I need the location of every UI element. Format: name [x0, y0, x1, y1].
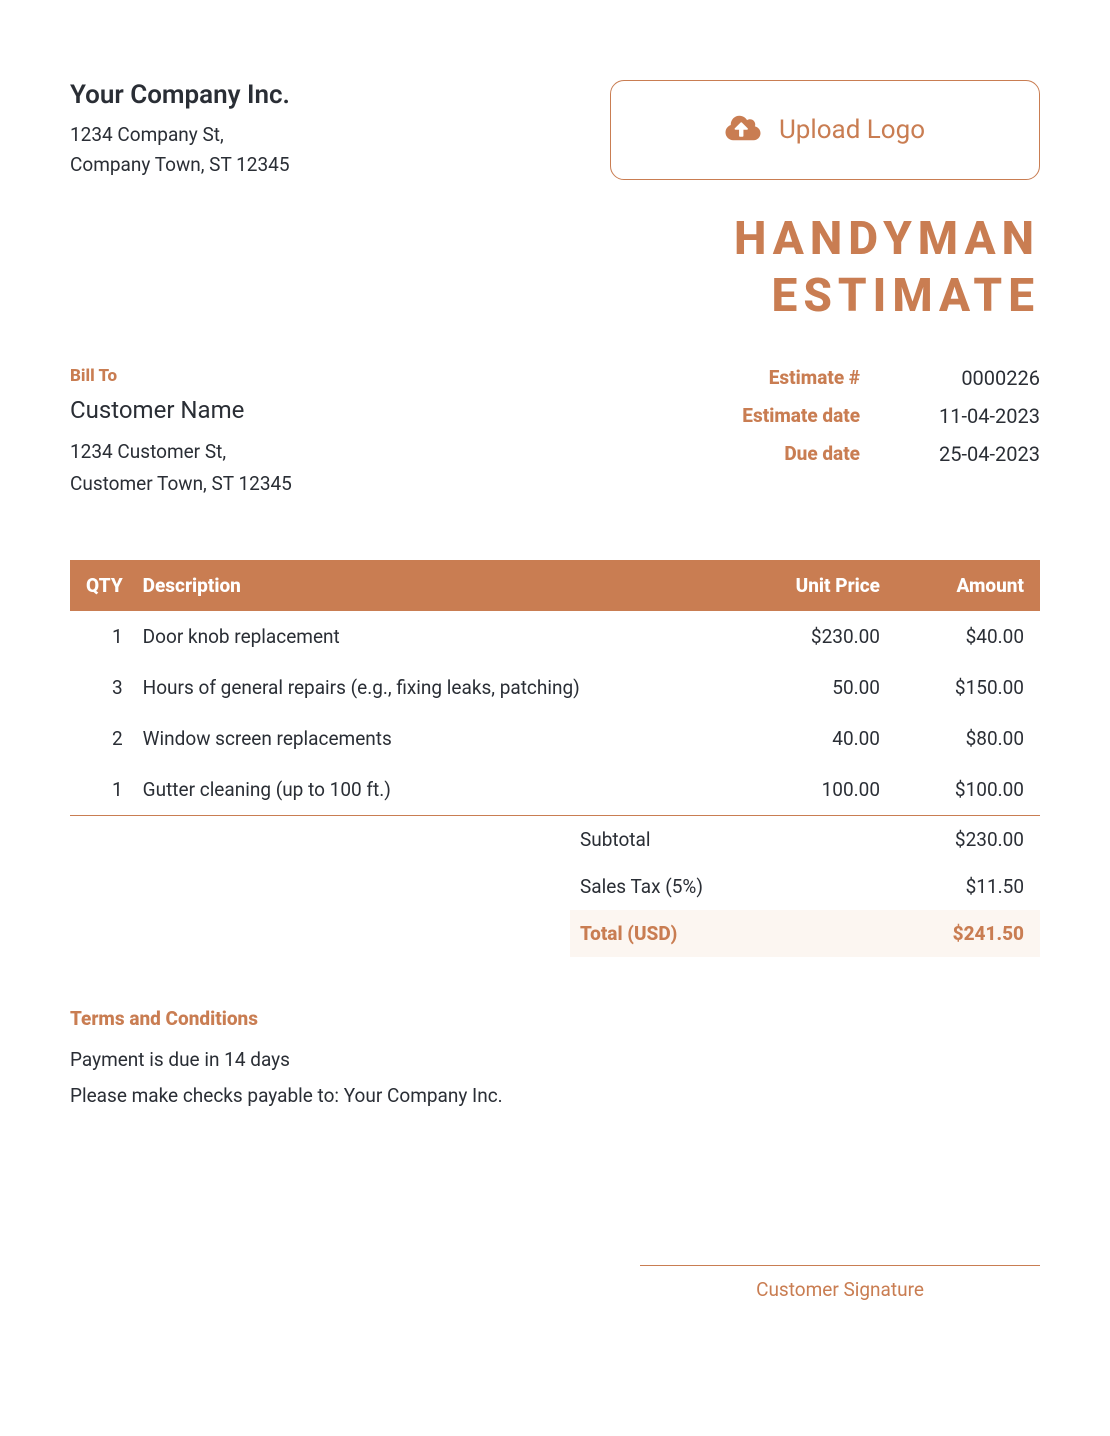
terms-block: Terms and Conditions Payment is due in 1…: [70, 1007, 1040, 1114]
signature-block: Customer Signature: [640, 1265, 1040, 1301]
terms-line-2: Please make checks payable to: Your Comp…: [70, 1078, 1040, 1114]
terms-line-1: Payment is due in 14 days: [70, 1042, 1040, 1078]
tax-value: $11.50: [966, 875, 1024, 898]
estimate-number-label: Estimate #: [742, 366, 860, 389]
subtotal-value: $230.00: [955, 828, 1024, 851]
cell-unit-price: $230.00: [720, 611, 890, 662]
header-description: Description: [133, 560, 720, 611]
total-value: $241.50: [953, 922, 1024, 945]
upload-logo-label: Upload Logo: [779, 115, 925, 145]
cell-description: Window screen replacements: [133, 713, 720, 764]
document-title: HANDYMAN ESTIMATE: [70, 211, 1040, 326]
cell-description: Gutter cleaning (up to 100 ft.): [133, 764, 720, 816]
info-row: Bill To Customer Name 1234 Customer St, …: [70, 366, 1040, 501]
company-name: Your Company Inc.: [70, 80, 610, 110]
due-date-label: Due date: [742, 442, 860, 465]
bill-to-label: Bill To: [70, 366, 742, 386]
cell-amount: $40.00: [890, 611, 1040, 662]
document-title-line1: HANDYMAN: [70, 211, 1040, 269]
meta-block: Estimate # 0000226 Estimate date 11-04-2…: [742, 366, 1040, 466]
table-row: 3Hours of general repairs (e.g., fixing …: [70, 662, 1040, 713]
cell-amount: $150.00: [890, 662, 1040, 713]
totals-block: Subtotal $230.00 Sales Tax (5%) $11.50 T…: [570, 816, 1040, 957]
due-date-value: 25-04-2023: [910, 442, 1040, 466]
upload-logo-button[interactable]: Upload Logo: [610, 80, 1040, 180]
customer-name: Customer Name: [70, 396, 742, 424]
subtotal-row: Subtotal $230.00: [570, 816, 1040, 863]
cell-qty: 1: [70, 764, 133, 816]
estimate-number-value: 0000226: [910, 366, 1040, 390]
cell-unit-price: 50.00: [720, 662, 890, 713]
header-amount: Amount: [890, 560, 1040, 611]
tax-row: Sales Tax (5%) $11.50: [570, 863, 1040, 910]
cloud-upload-icon: [725, 114, 761, 146]
table-header-row: QTY Description Unit Price Amount: [70, 560, 1040, 611]
subtotal-label: Subtotal: [580, 828, 650, 851]
header-qty: QTY: [70, 560, 133, 611]
bill-to-block: Bill To Customer Name 1234 Customer St, …: [70, 366, 742, 501]
total-row: Total (USD) $241.50: [570, 910, 1040, 957]
estimate-date-label: Estimate date: [742, 404, 860, 427]
cell-description: Hours of general repairs (e.g., fixing l…: [133, 662, 720, 713]
company-address-1: 1234 Company St,: [70, 120, 610, 150]
items-table: QTY Description Unit Price Amount 1Door …: [70, 560, 1040, 816]
cell-amount: $100.00: [890, 764, 1040, 816]
company-block: Your Company Inc. 1234 Company St, Compa…: [70, 80, 610, 181]
customer-address-2: Customer Town, ST 12345: [70, 468, 742, 500]
header-unit-price: Unit Price: [720, 560, 890, 611]
header-row: Your Company Inc. 1234 Company St, Compa…: [70, 80, 1040, 181]
cell-unit-price: 40.00: [720, 713, 890, 764]
table-row: 1Gutter cleaning (up to 100 ft.)100.00$1…: [70, 764, 1040, 816]
table-row: 1Door knob replacement$230.00$40.00: [70, 611, 1040, 662]
cell-unit-price: 100.00: [720, 764, 890, 816]
cell-qty: 1: [70, 611, 133, 662]
cell-description: Door knob replacement: [133, 611, 720, 662]
table-row: 2Window screen replacements40.00$80.00: [70, 713, 1040, 764]
company-address-2: Company Town, ST 12345: [70, 150, 610, 180]
terms-title: Terms and Conditions: [70, 1007, 1040, 1030]
cell-amount: $80.00: [890, 713, 1040, 764]
cell-qty: 2: [70, 713, 133, 764]
total-label: Total (USD): [580, 922, 677, 945]
document-title-line2: ESTIMATE: [70, 268, 1040, 326]
tax-label: Sales Tax (5%): [580, 875, 703, 898]
signature-label: Customer Signature: [640, 1278, 1040, 1301]
customer-address-1: 1234 Customer St,: [70, 436, 742, 468]
cell-qty: 3: [70, 662, 133, 713]
estimate-date-value: 11-04-2023: [910, 404, 1040, 428]
